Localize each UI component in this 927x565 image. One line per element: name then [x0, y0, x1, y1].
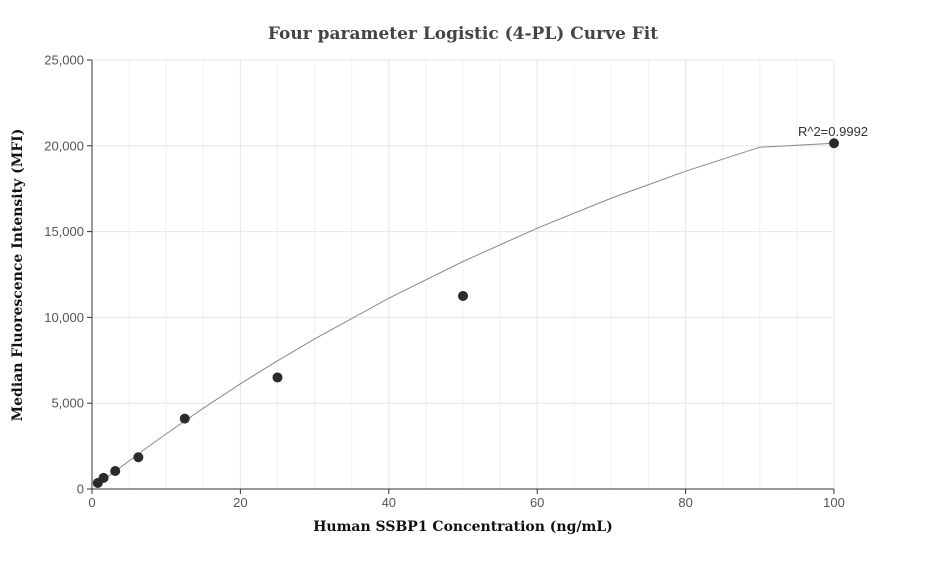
y-tick-label: 25,000: [44, 53, 84, 68]
data-point: [179, 413, 190, 424]
data-point: [272, 372, 283, 383]
data-point: [458, 290, 468, 301]
data-point: [829, 138, 839, 149]
y-tick-label: 0: [77, 482, 84, 497]
x-tick-label: 20: [233, 495, 247, 510]
x-axis-title: Human SSBP1 Concentration (ng/mL): [313, 519, 613, 535]
data-point: [98, 472, 109, 483]
fit-curve-line: [95, 142, 835, 487]
axes: 0 20 40 60 80 100 0 5,000 10,000 15,000 20,000 25,0…: [44, 53, 845, 511]
data-point: [133, 452, 144, 463]
x-tick-label: 60: [530, 495, 544, 510]
chart-title: Four parameter Logistic (4-PL) Curve Fit: [268, 24, 658, 44]
grid-lines: [91, 59, 835, 490]
y-axis-title: Median Fluorescence Intensity (MFI): [10, 129, 26, 422]
r-squared-annotation: R^2=0.9992: [798, 124, 868, 139]
x-tick-label: 100: [823, 495, 845, 510]
y-tick-label: 5,000: [51, 396, 84, 411]
data-point: [110, 465, 121, 476]
y-tick-label: 15,000: [44, 224, 84, 239]
y-tick-label: 20,000: [44, 138, 84, 153]
data-points: [92, 138, 839, 488]
x-tick-label: 0: [88, 495, 95, 510]
fit-curve-layer: [95, 142, 835, 487]
x-tick-label: 40: [382, 495, 396, 510]
y-tick-label: 10,000: [44, 310, 84, 325]
x-tick-label: 80: [678, 495, 692, 510]
